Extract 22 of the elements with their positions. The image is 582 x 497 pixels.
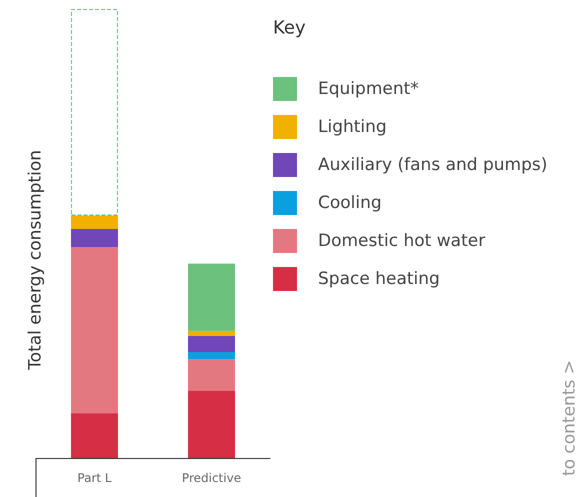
legend-label: Auxiliary (fans and pumps) <box>318 155 548 175</box>
text: to contents > <box>560 360 580 476</box>
legend-label: Equipment* <box>318 79 419 99</box>
x-tick-label: Part L <box>77 471 112 485</box>
legend-label: Domestic hot water <box>318 231 486 251</box>
bar <box>71 413 118 458</box>
y-axis-title: Total energy consumption <box>26 150 46 371</box>
bar <box>188 264 235 331</box>
legend-label: Space heating <box>318 269 440 289</box>
bar <box>71 216 118 230</box>
bar <box>71 246 118 414</box>
bar <box>188 359 235 391</box>
legend-label: Cooling <box>318 193 382 213</box>
legend-title: Key <box>273 18 306 38</box>
bar <box>71 9 118 216</box>
bar <box>71 229 118 247</box>
bar <box>188 390 235 458</box>
x-tick-label: Predictive <box>182 471 242 485</box>
legend-label: Lighting <box>318 117 387 137</box>
bar <box>188 330 235 336</box>
bar <box>188 336 235 352</box>
bar <box>188 352 235 360</box>
